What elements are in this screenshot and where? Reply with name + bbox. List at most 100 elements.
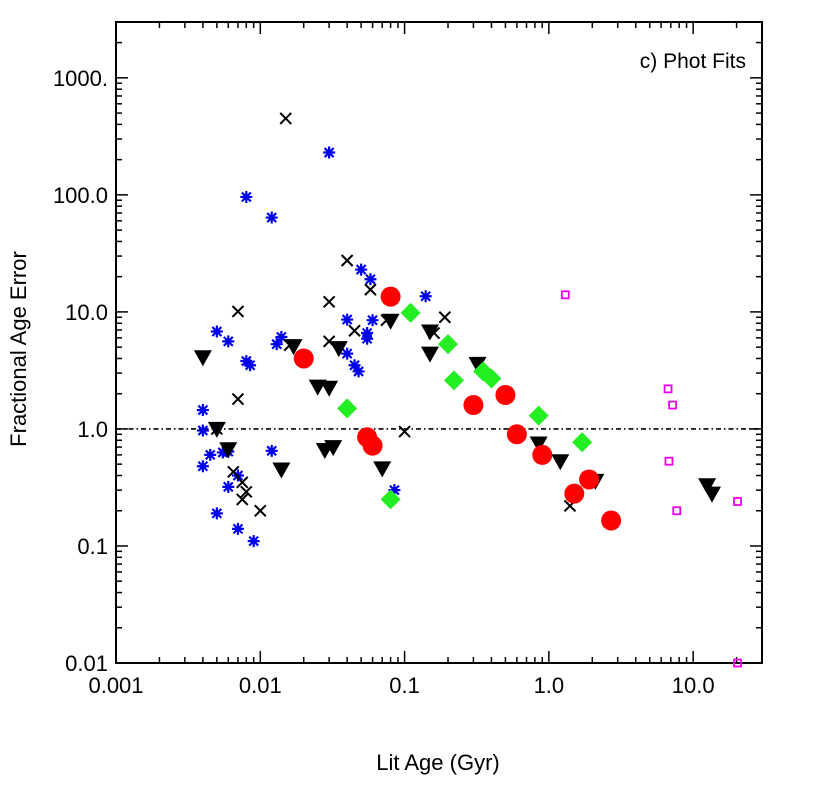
data-point-asterisk: [265, 211, 278, 224]
data-point-circle: [564, 483, 585, 504]
data-point-asterisk: [364, 273, 377, 286]
data-point-triangle: [329, 341, 348, 358]
data-point-square: [733, 497, 742, 506]
data-point-circle: [532, 444, 553, 465]
data-point-triangle: [272, 462, 291, 479]
data-point-triangle: [219, 442, 238, 459]
data-point-triangle: [324, 440, 343, 457]
data-point-triangle: [381, 313, 400, 330]
x-axis-title: Lit Age (Gyr): [376, 750, 499, 775]
data-point-x: [340, 254, 354, 267]
data-point-triangle: [529, 436, 548, 453]
data-point-square: [672, 506, 682, 516]
y-tick-label: 1.0: [77, 417, 108, 442]
data-point-triangle: [373, 461, 392, 478]
data-point-circle: [579, 469, 600, 490]
data-point-asterisk: [348, 359, 361, 372]
data-point-asterisk: [366, 314, 379, 327]
data-point-diamond: [481, 368, 502, 389]
data-point-asterisk: [240, 190, 253, 203]
data-point-circle: [362, 435, 383, 456]
data-point-circle: [506, 424, 527, 445]
data-point-square: [668, 400, 677, 410]
data-point-asterisk: [323, 146, 336, 159]
data-point-circle: [293, 348, 314, 369]
data-point-asterisk: [222, 480, 235, 493]
data-point-circle: [380, 286, 401, 307]
data-point-asterisk: [275, 331, 288, 344]
data-point-diamond: [380, 489, 401, 510]
plot-area: 0.001 0.01 0.1 1.0 10.00.010.11.010.0100.010…: [53, 21, 763, 698]
data-point-x: [236, 493, 249, 506]
panel-label: c) Phot Fits: [640, 50, 746, 73]
y-tick-label: 10.0: [65, 300, 108, 325]
data-point-x: [322, 295, 336, 309]
data-point-asterisk: [352, 365, 365, 378]
data-point-circle: [463, 395, 484, 416]
data-point-asterisk: [247, 535, 260, 548]
data-point-x: [254, 504, 267, 517]
data-point-triangle: [193, 350, 212, 367]
data-point-square: [560, 290, 570, 300]
data-point-asterisk: [419, 290, 432, 303]
y-axis-title: Fractional Age Error: [6, 251, 31, 447]
data-point-asterisk: [196, 460, 209, 473]
data-point-x: [231, 305, 245, 318]
data-point-x: [438, 311, 452, 324]
x-tick-label: 0.1: [389, 673, 420, 698]
data-point-x: [364, 283, 377, 296]
data-point-triangle: [420, 324, 439, 341]
data-point-diamond: [400, 302, 421, 323]
x-tick-label: 1.0: [534, 673, 565, 698]
data-point-circle: [601, 510, 622, 531]
y-tick-label: 100.0: [53, 183, 108, 208]
data-point-asterisk: [341, 313, 354, 326]
data-point-x: [348, 324, 361, 337]
data-point-x: [231, 392, 245, 406]
data-point-asterisk: [388, 484, 401, 497]
data-point-asterisk: [210, 325, 223, 338]
data-point-x: [398, 425, 411, 438]
data-point-square: [733, 658, 742, 668]
data-point-triangle: [551, 454, 570, 471]
data-point-x: [227, 465, 240, 479]
data-point-triangle: [702, 486, 721, 503]
y-tick-label: 1000.: [53, 66, 108, 91]
data-point-square: [663, 384, 673, 394]
data-point-circle: [495, 384, 516, 405]
data-point-triangle: [698, 478, 717, 495]
data-point-asterisk: [341, 347, 354, 360]
data-point-diamond: [528, 405, 549, 426]
data-point-diamond: [572, 432, 593, 453]
data-point-diamond: [337, 398, 358, 419]
data-point-asterisk: [196, 424, 209, 437]
data-point-asterisk: [361, 327, 374, 340]
data-point-diamond: [443, 370, 464, 391]
y-tick-label: 0.01: [65, 651, 108, 676]
data-point-x: [236, 476, 249, 489]
data-point-asterisk: [355, 263, 368, 276]
data-point-triangle: [320, 380, 339, 397]
data-point-asterisk: [204, 448, 217, 461]
x-tick-label: 0.001: [88, 673, 143, 698]
data-point-diamond: [438, 334, 459, 355]
data-point-asterisk: [210, 507, 223, 520]
y-tick-label: 0.1: [77, 534, 108, 559]
data-point-x: [279, 112, 292, 125]
plot-frame: [115, 21, 763, 664]
data-point-triangle: [284, 339, 303, 356]
data-point-asterisk: [222, 335, 235, 348]
data-point-triangle: [207, 421, 226, 438]
data-point-asterisk: [196, 404, 209, 417]
data-point-triangle: [468, 356, 487, 373]
data-point-x: [240, 485, 253, 499]
data-point-asterisk: [270, 338, 283, 351]
data-point-triangle: [420, 346, 439, 363]
data-point-asterisk: [265, 444, 278, 457]
x-tick-label: 10.0: [672, 673, 715, 698]
data-point-asterisk: [244, 359, 257, 372]
data-point-square: [664, 456, 674, 466]
x-tick-label: 0.01: [239, 673, 282, 698]
data-point-asterisk: [231, 522, 244, 535]
